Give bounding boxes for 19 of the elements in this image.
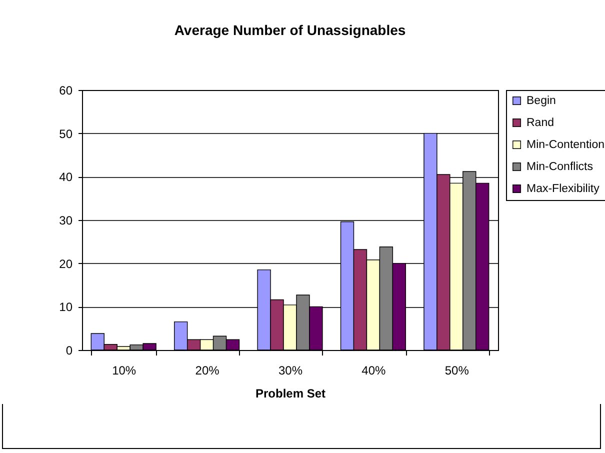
y-tick-label: 0 xyxy=(66,344,73,358)
legend-label: Min-Conflicts xyxy=(526,160,594,173)
x-tick-label: 50% xyxy=(444,364,470,378)
y-tick-label: 40 xyxy=(59,170,73,184)
y-tick-label: 30 xyxy=(59,214,73,228)
x-tick-label: 30% xyxy=(278,364,303,378)
y-tick-label: 60 xyxy=(59,84,73,98)
y-tick-label: 50 xyxy=(59,126,73,141)
x-tick-label: 10% xyxy=(112,364,136,378)
x-tick-label: 40% xyxy=(362,364,386,378)
legend-label: Rand xyxy=(526,116,554,129)
chart-title: Average Number of Unassignables xyxy=(174,22,406,38)
y-tick-label: 20 xyxy=(59,256,73,271)
x-tick-label: 20% xyxy=(195,364,220,378)
legend-label: Min-Contention xyxy=(526,138,604,151)
y-tick-label: 10 xyxy=(59,300,73,314)
x-axis-title: Problem Set xyxy=(255,386,326,400)
legend-label: Max-Flexibility xyxy=(526,182,600,195)
legend-label: Begin xyxy=(526,94,556,107)
